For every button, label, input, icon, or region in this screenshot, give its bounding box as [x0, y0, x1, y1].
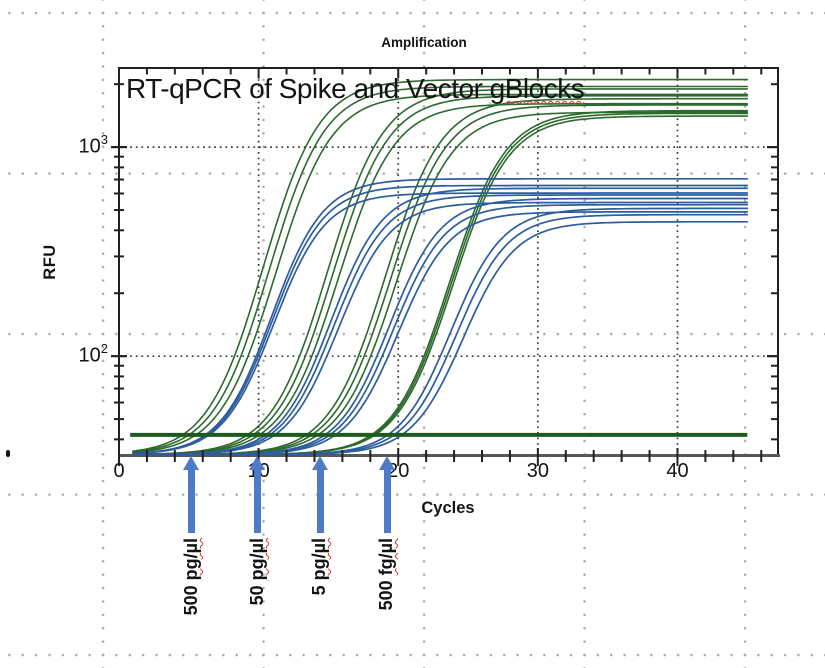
slide-title-text: RT-qPCR of Spike and Vector [126, 73, 490, 104]
y-axis-label: RFU [41, 244, 59, 280]
slide-title: RT-qPCR of Spike and Vector gBlocks [126, 73, 585, 105]
arrow-up-icon [183, 456, 200, 470]
amplification-plot [111, 68, 778, 466]
plot-bottom-axis [117, 454, 780, 457]
concentration-label: 50pg/µl [246, 538, 267, 606]
plot-header-title: Amplification [381, 35, 467, 50]
plot-right-axis [776, 66, 779, 457]
y-tick-label-100: 102 [78, 341, 108, 367]
x-axis-label: Cycles [421, 499, 475, 517]
x-tick-label-30: 30 [526, 460, 549, 482]
stray-cursor-mark [6, 450, 10, 457]
y-tick-label-1000: 103 [78, 132, 108, 158]
concentration-label: 5pg/µl [309, 538, 330, 596]
concentration-label: 500fg/µl [376, 538, 397, 611]
arrow-shaft [316, 469, 324, 533]
arrow-up-icon [249, 456, 266, 470]
x-tick-label-40: 40 [666, 460, 689, 482]
plot-left-axis [117, 66, 120, 457]
arrow-shaft [383, 469, 391, 533]
arrow-shaft [188, 469, 196, 533]
concentration-label: 500pg/µl [180, 538, 201, 616]
plot-top-axis [118, 66, 779, 69]
arrow-up-icon [378, 456, 395, 470]
arrow-shaft [254, 469, 262, 533]
slide-title-flagged-word: gBlocks [489, 73, 585, 104]
arrow-up-icon [311, 456, 328, 470]
x-tick-label-0: 0 [113, 460, 125, 482]
